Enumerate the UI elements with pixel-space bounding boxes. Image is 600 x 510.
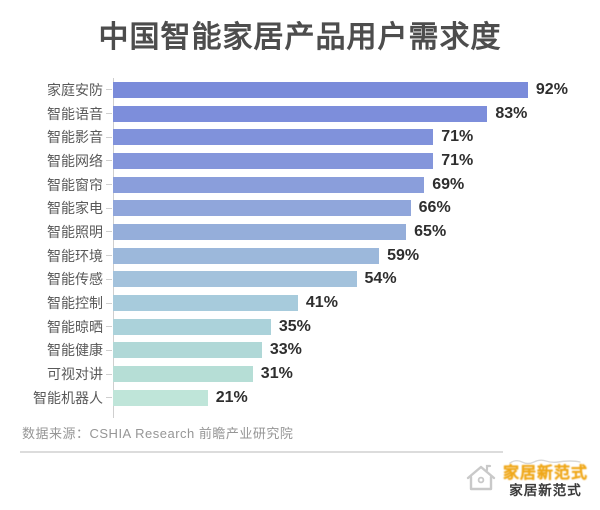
bar-category-label: 智能传感 [47, 271, 103, 288]
bar-value-label: 71% [441, 128, 474, 146]
axis-tick [106, 373, 112, 375]
bar-value-label: 33% [269, 341, 302, 359]
bar[interactable] [113, 342, 262, 359]
handwriting-squiggle-icon [509, 459, 582, 465]
axis-tick [106, 349, 112, 351]
bar[interactable] [113, 389, 208, 406]
bar-value-label: 66% [418, 199, 451, 217]
axis-tick [106, 278, 112, 280]
bar[interactable] [113, 295, 298, 312]
bar[interactable] [113, 366, 253, 383]
axis-tick [106, 207, 112, 209]
bar-row: 智能语音 83% [0, 102, 600, 126]
bar-category-label: 家庭安防 [47, 81, 103, 98]
bar-value-label: 83% [495, 104, 528, 122]
bar[interactable] [113, 200, 411, 217]
axis-tick [106, 397, 112, 399]
axis-tick [106, 255, 112, 257]
axis-tick [106, 160, 112, 162]
bar-value-label: 69% [432, 175, 465, 193]
bar[interactable] [113, 176, 425, 193]
brand-text-block: 家居新范式 家居新范式 [503, 458, 588, 498]
bar-value-label: 92% [535, 80, 568, 98]
bar[interactable] [113, 129, 434, 146]
bar-chart: 家庭安防 92% 智能语音 83% 智能影音 71% 智能网络 71% 智能窗帘 [0, 78, 600, 418]
bar-value-label: 54% [364, 270, 397, 288]
bar-value-label: 31% [260, 365, 293, 383]
footer-divider [20, 451, 503, 453]
bar-category-label: 智能机器人 [33, 389, 103, 406]
data-source-caption: 数据来源：CSHIA Research 前瞻产业研究院 [22, 426, 294, 441]
bar-category-label: 智能健康 [47, 342, 103, 359]
bar-rows: 家庭安防 92% 智能语音 83% 智能影音 71% 智能网络 71% 智能窗帘 [0, 78, 600, 410]
bar-row: 智能网络 71% [0, 149, 600, 173]
bar-row: 智能晾晒 35% [0, 315, 600, 339]
bar-row: 智能环境 59% [0, 244, 600, 268]
bar-value-label: 35% [278, 317, 311, 335]
bar-row: 智能家电 66% [0, 196, 600, 220]
bar-category-label: 可视对讲 [47, 366, 103, 383]
bar-category-label: 智能语音 [47, 105, 103, 122]
axis-tick [106, 231, 112, 233]
bar-row: 智能健康 33% [0, 339, 600, 363]
bar-category-label: 智能窗帘 [47, 176, 103, 193]
bar-row: 智能控制 41% [0, 291, 600, 315]
bar-category-label: 智能环境 [47, 247, 103, 264]
bar-value-label: 41% [305, 294, 338, 312]
bar-row: 智能传感 54% [0, 268, 600, 292]
bar[interactable] [113, 247, 380, 264]
house-icon [466, 464, 496, 491]
bar-category-label: 智能家电 [47, 200, 103, 217]
bar[interactable] [113, 81, 528, 98]
chart-title: 中国智能家居产品用户需求度 [98, 21, 502, 54]
bar[interactable] [113, 318, 271, 335]
axis-tick [106, 113, 112, 115]
bar-value-label: 21% [215, 388, 248, 406]
bar[interactable] [113, 105, 488, 122]
bar[interactable] [113, 152, 434, 169]
bar-row: 智能照明 65% [0, 220, 600, 244]
bar-row: 智能窗帘 69% [0, 173, 600, 197]
bar-category-label: 智能网络 [47, 152, 103, 169]
bar[interactable] [113, 271, 357, 288]
bar-category-label: 智能照明 [47, 223, 103, 240]
bar-value-label: 59% [387, 246, 420, 264]
bar-row: 智能机器人 21% [0, 386, 600, 410]
bar-row: 可视对讲 31% [0, 362, 600, 386]
bar-value-label: 71% [441, 151, 474, 169]
bar-category-label: 智能晾晒 [47, 318, 103, 335]
bar-row: 智能影音 71% [0, 125, 600, 149]
brand-name: 家居新范式 [509, 483, 582, 499]
axis-tick [106, 326, 112, 328]
axis-tick [106, 302, 112, 304]
axis-tick [106, 184, 112, 186]
bar-value-label: 65% [414, 222, 447, 240]
axis-tick [106, 136, 112, 138]
bar-category-label: 智能影音 [47, 129, 103, 146]
brand-wordmark: 家居新范式 [502, 465, 588, 483]
axis-tick [106, 89, 112, 91]
brand-logo: 家居新范式 家居新范式 [461, 458, 588, 498]
bar-category-label: 智能控制 [47, 295, 103, 312]
bar-row: 家庭安防 92% [0, 78, 600, 102]
bar[interactable] [113, 223, 407, 240]
